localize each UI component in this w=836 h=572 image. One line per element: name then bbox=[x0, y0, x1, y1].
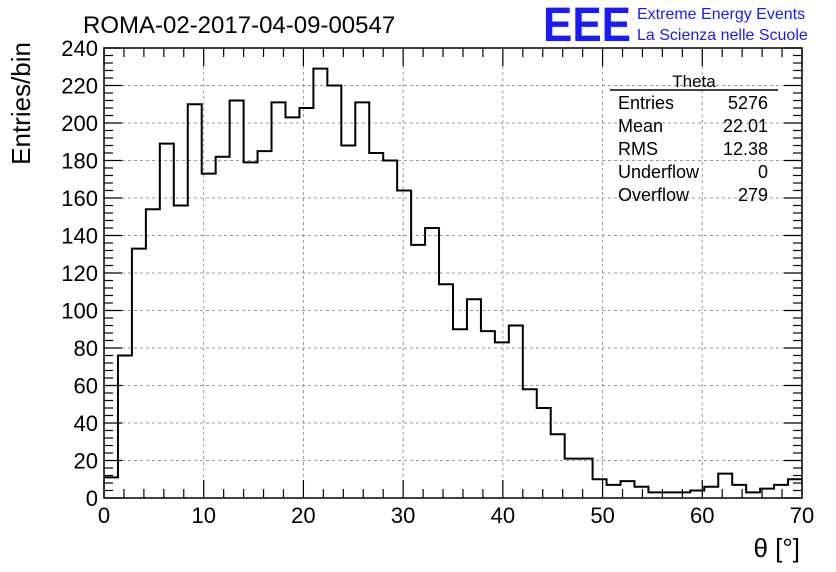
eee-logo-line1: Extreme Energy Events bbox=[637, 6, 805, 23]
stats-value: 279 bbox=[738, 185, 768, 205]
histogram-bin bbox=[327, 86, 341, 499]
stats-value: 22.01 bbox=[723, 116, 768, 136]
histogram-bin bbox=[313, 69, 327, 498]
histogram-bin bbox=[258, 151, 272, 498]
eee-logo-mark: EEE bbox=[543, 0, 631, 52]
eee-logo: EEE Extreme Energy Events La Scienza nel… bbox=[543, 0, 808, 52]
y-tick-label: 160 bbox=[61, 186, 98, 211]
histogram-bin bbox=[202, 174, 216, 498]
chart-title: ROMA-02-2017-04-09-00547 bbox=[83, 12, 395, 39]
x-tick-label: 10 bbox=[191, 503, 215, 528]
y-tick-label: 220 bbox=[61, 74, 98, 99]
histogram-bin bbox=[495, 342, 509, 498]
x-tick-label: 20 bbox=[291, 503, 315, 528]
histogram-bin bbox=[272, 102, 286, 498]
x-tick-label: 70 bbox=[790, 503, 814, 528]
histogram-bin bbox=[509, 326, 523, 499]
histogram-bin bbox=[118, 356, 132, 499]
histogram-bin bbox=[216, 157, 230, 498]
y-tick-label: 80 bbox=[74, 336, 98, 361]
histogram-bin bbox=[104, 477, 118, 498]
histogram-bin bbox=[439, 284, 453, 498]
x-tick-label: 50 bbox=[590, 503, 614, 528]
histogram-bin bbox=[593, 479, 607, 498]
histogram-bin bbox=[523, 389, 537, 498]
histogram-bin bbox=[607, 485, 621, 498]
histogram-bin bbox=[425, 228, 439, 498]
y-tick-label: 200 bbox=[61, 111, 98, 136]
x-tick-label: 0 bbox=[98, 503, 110, 528]
histogram-bin bbox=[662, 492, 676, 498]
y-tick-label: 100 bbox=[61, 299, 98, 324]
stats-label: Overflow bbox=[618, 185, 690, 205]
histogram-bin bbox=[774, 485, 788, 498]
y-tick-label: 240 bbox=[61, 36, 98, 61]
stats-value: 5276 bbox=[728, 93, 768, 113]
histogram-bin bbox=[704, 487, 718, 498]
histogram-bin bbox=[648, 492, 662, 498]
y-tick-label: 0 bbox=[86, 486, 98, 511]
histogram-bin bbox=[397, 191, 411, 499]
histogram-bin bbox=[369, 153, 383, 498]
y-tick-label: 40 bbox=[74, 411, 98, 436]
histogram-bin bbox=[146, 209, 160, 498]
grid bbox=[104, 48, 802, 498]
histogram-bin bbox=[481, 331, 495, 498]
histogram-bin bbox=[244, 162, 258, 498]
histogram-line bbox=[104, 67, 802, 494]
histogram-bin bbox=[579, 459, 593, 498]
histogram-bin bbox=[285, 117, 299, 498]
histogram-series bbox=[104, 67, 802, 499]
histogram-bin bbox=[341, 146, 355, 499]
histogram-bin bbox=[634, 487, 648, 498]
histogram-bin bbox=[467, 299, 481, 498]
y-tick-label: 180 bbox=[61, 149, 98, 174]
y-tick-label: 120 bbox=[61, 261, 98, 286]
histogram-bin bbox=[383, 161, 397, 499]
y-axis-label: Entries/bin bbox=[6, 42, 36, 165]
stats-label: Mean bbox=[618, 116, 663, 136]
x-tick-label: 60 bbox=[690, 503, 714, 528]
histogram-bin bbox=[160, 144, 174, 498]
histogram-bin bbox=[132, 249, 146, 498]
histogram-bin bbox=[230, 101, 244, 499]
histogram-bin bbox=[299, 108, 313, 498]
stats-label: Underflow bbox=[618, 162, 700, 182]
histogram-bin bbox=[676, 492, 690, 498]
y-tick-label: 60 bbox=[74, 374, 98, 399]
stats-box: Theta Entries 5276 Mean 22.01 RMS 12.38 Underf… bbox=[610, 72, 778, 205]
x-tick-label: 40 bbox=[491, 503, 515, 528]
histogram-bin bbox=[551, 434, 565, 498]
histogram-bin bbox=[565, 459, 579, 498]
histogram-bin bbox=[746, 492, 760, 498]
x-axis-label: θ [°] bbox=[753, 533, 800, 563]
histogram-bin bbox=[453, 329, 467, 498]
y-tick-label: 20 bbox=[74, 449, 98, 474]
histogram-bin bbox=[411, 245, 425, 498]
histogram-bin bbox=[718, 474, 732, 498]
stats-title: Theta bbox=[672, 72, 716, 91]
eee-logo-line2: La Scienza nelle Scuole bbox=[637, 27, 808, 44]
stats-label: Entries bbox=[618, 93, 674, 113]
y-tick-label: 140 bbox=[61, 224, 98, 249]
stats-value: 12.38 bbox=[723, 139, 768, 159]
stats-label: RMS bbox=[618, 139, 658, 159]
histogram-bin bbox=[732, 485, 746, 498]
histogram-bin bbox=[174, 206, 188, 499]
x-tick-label: 30 bbox=[391, 503, 415, 528]
histogram-bin bbox=[355, 102, 369, 498]
histogram-bin bbox=[788, 479, 802, 498]
histogram-bin bbox=[537, 408, 551, 498]
histogram-bin bbox=[188, 104, 202, 498]
axes: 0 20 40 60 80 100 120 140 160 180 200 220 240 0 10 20 30… bbox=[61, 36, 814, 528]
stats-value: 0 bbox=[758, 162, 768, 182]
